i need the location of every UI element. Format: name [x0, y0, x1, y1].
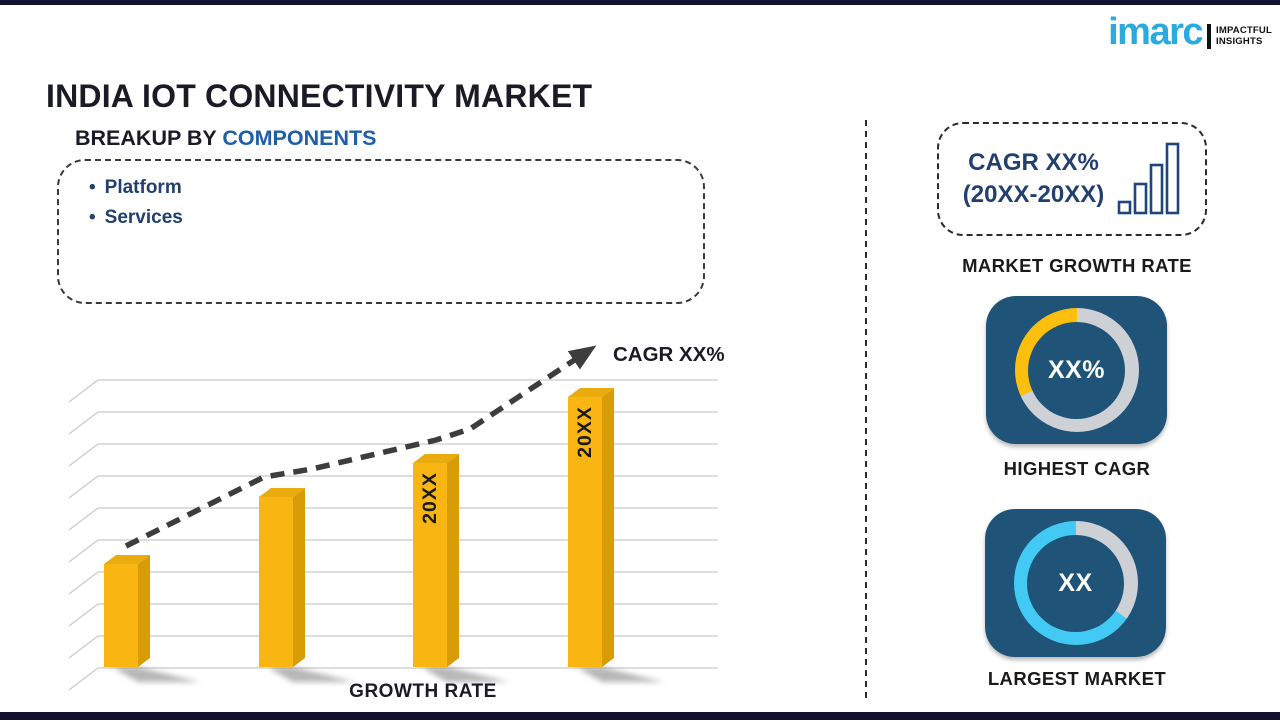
logo-divider — [1207, 23, 1212, 49]
bar-group — [259, 488, 355, 682]
bar-side-face — [447, 454, 459, 667]
bar-front-face — [259, 497, 293, 667]
donut-hole — [1027, 534, 1124, 632]
bar-group — [104, 555, 200, 682]
breakup-heading-highlight: COMPONENTS — [222, 126, 377, 150]
bar-shadow — [421, 667, 509, 682]
largest-market-value: XX — [1058, 568, 1093, 597]
cagr-line2: (20XX-20XX) — [962, 181, 1105, 208]
breakup-heading-prefix: BREAKUP BY — [75, 126, 223, 150]
bar-year-label: 20XX — [419, 472, 441, 524]
highest-cagr-value: XX% — [1047, 355, 1106, 384]
highest-cagr-donut: XX% — [1014, 308, 1139, 432]
market-growth-rate-label: MARKET GROWTH RATE — [962, 255, 1192, 276]
cagr-line1: CAGR XX% — [968, 149, 1099, 177]
logo-tagline-line1: IMPACTFUL — [1216, 24, 1272, 36]
largest-market-card: XX — [985, 509, 1166, 657]
imarc-brand-text: imarc — [1108, 11, 1203, 53]
bar-side-face — [293, 488, 305, 667]
x-axis-label: GROWTH RATE — [349, 681, 497, 702]
bar-shadow — [112, 667, 200, 682]
bar-top-face — [568, 388, 614, 397]
growth-bar-chart: 20XX 20XX CAGR XX% GROWTH RATE — [0, 330, 760, 720]
breakup-list: Platform Services — [89, 173, 673, 233]
gridline-depth-tick — [68, 411, 99, 435]
list-item-platform: Platform — [89, 173, 673, 203]
bar-year-label: 20XX — [574, 406, 596, 458]
chart-bars-and-grid: 20XX 20XX — [68, 345, 718, 691]
bar-front-face — [104, 564, 138, 667]
breakup-heading: BREAKUP BY COMPONENTS — [75, 126, 376, 151]
imarc-logo: imarc IMPACTFUL INSIGHTS — [1108, 13, 1272, 51]
list-item-services: Services — [89, 203, 673, 233]
logo-tagline-line2: INSIGHTS — [1216, 36, 1263, 47]
page-title: INDIA IOT CONNECTIVITY MARKET — [46, 78, 593, 115]
highest-cagr-caption: HIGHEST CAGR — [1003, 458, 1151, 479]
cagr-growth-box: CAGR XX% (20XX-20XX) — [937, 122, 1207, 236]
bar-top-face — [259, 488, 305, 497]
gridline-depth-tick — [68, 667, 99, 691]
bar-shadow — [267, 667, 355, 682]
gridline-depth-tick — [68, 507, 99, 531]
bar-front-face — [568, 397, 602, 667]
bottom-accent-bar — [0, 712, 1280, 720]
bar-side-face — [602, 388, 614, 667]
bar-top-face — [104, 555, 150, 564]
breakup-components-box: Platform Services — [57, 159, 705, 304]
gridline-depth-tick — [68, 539, 99, 563]
gridline-depth-tick — [68, 571, 99, 595]
bar-shadow — [576, 667, 664, 682]
gridline-depth-tick — [68, 603, 99, 627]
donut-hole — [1028, 321, 1125, 419]
gridline-depth-tick — [68, 443, 99, 467]
largest-market-donut: XX — [1013, 521, 1138, 645]
top-accent-bar — [0, 0, 1280, 5]
growth-bars-icon — [1117, 142, 1180, 215]
gridline-depth-tick — [68, 475, 99, 499]
bar-top-face — [413, 454, 459, 463]
trend-dashed-line — [124, 345, 597, 549]
bar-group: 20XX — [413, 454, 509, 682]
cagr-box-text: CAGR XX% (20XX-20XX) — [963, 147, 1104, 210]
bar-group: 20XX — [568, 388, 664, 682]
growth-chart-svg: 20XX 20XX CAGR XX% GROWTH RATE — [68, 343, 725, 702]
gridline-depth-tick — [68, 635, 99, 659]
gridline-depth-tick — [68, 379, 99, 403]
trend-cagr-label: CAGR XX% — [613, 343, 725, 366]
bar-side-face — [138, 555, 150, 667]
bar-front-face — [413, 463, 447, 667]
logo-tagline: IMPACTFUL INSIGHTS — [1216, 25, 1272, 47]
highest-cagr-card: XX% — [986, 296, 1167, 444]
panel-divider-dashed — [865, 120, 867, 703]
largest-market-caption: LARGEST MARKET — [987, 668, 1167, 689]
